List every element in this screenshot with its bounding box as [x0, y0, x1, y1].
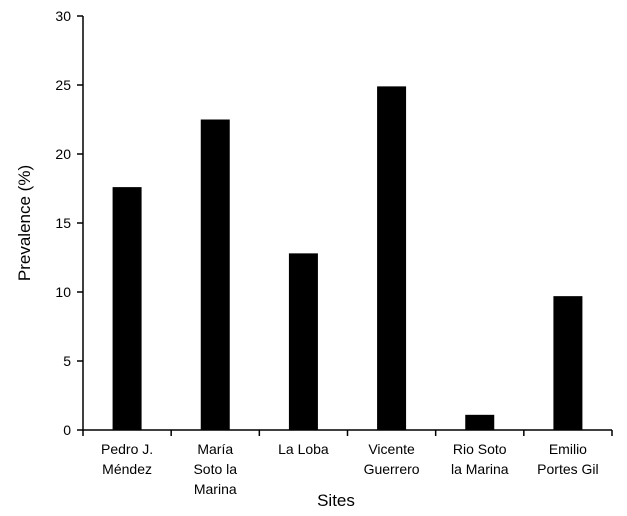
- y-tick-label: 0: [63, 422, 71, 438]
- x-tick-label: Rio Soto la Marina: [451, 441, 509, 477]
- x-axis-label: Sites: [317, 491, 355, 510]
- x-tick-labels: Pedro J. Méndez María Soto la Marina La Loba V…: [101, 441, 599, 497]
- x-tick-label: Vicente Guerrero: [364, 441, 420, 477]
- bar: [112, 187, 142, 430]
- x-tick-label: Pedro J. Méndez: [101, 441, 153, 477]
- bar: [465, 414, 495, 430]
- bar: [200, 119, 230, 430]
- y-tick-label: 15: [55, 215, 71, 231]
- x-tick-label: María Soto la Marina: [193, 441, 237, 497]
- bar: [288, 253, 318, 430]
- bars: [112, 86, 583, 430]
- y-tick-label: 30: [55, 8, 71, 24]
- y-tick-label: 5: [63, 353, 71, 369]
- x-axis: [82, 429, 613, 436]
- y-axis: 0 5 10 15 20 25 30: [55, 8, 84, 438]
- y-tick-label: 25: [55, 77, 71, 93]
- y-tick-label: 20: [55, 146, 71, 162]
- y-tick-label: 10: [55, 284, 71, 300]
- y-axis-label: Prevalence (%): [15, 165, 34, 281]
- bar: [377, 86, 407, 430]
- x-tick-label: Emilio Portes Gil: [537, 441, 598, 477]
- bar: [553, 296, 583, 430]
- x-tick-label: La Loba: [278, 441, 329, 457]
